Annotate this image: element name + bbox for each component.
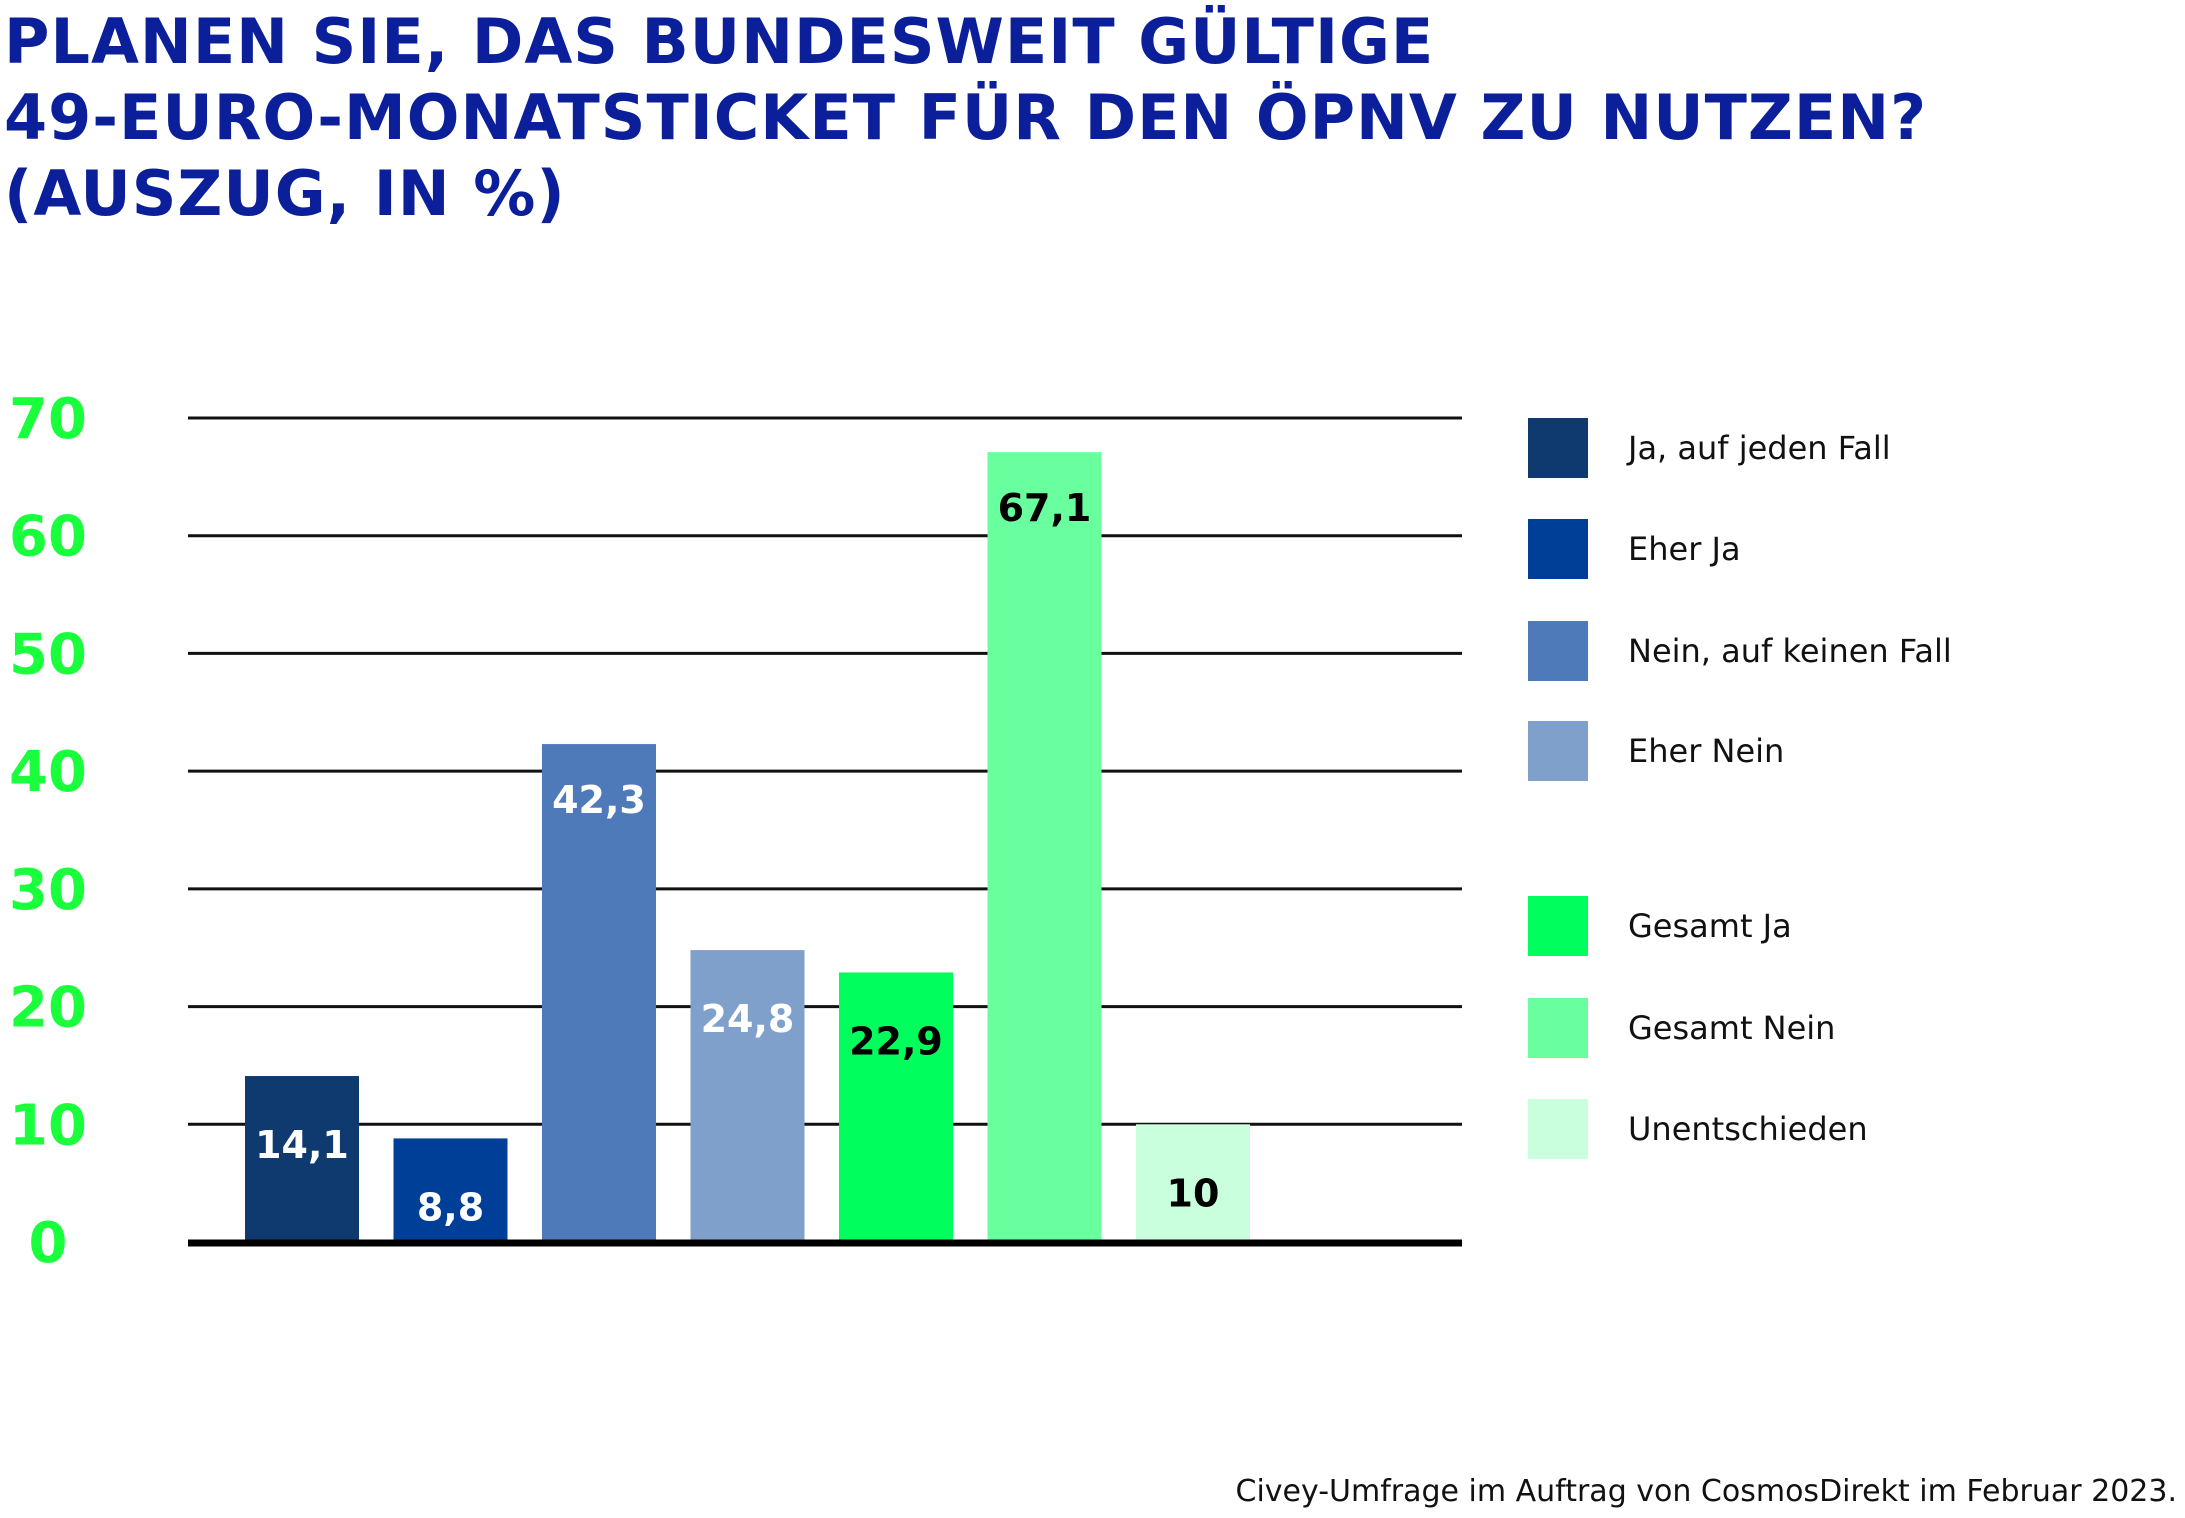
y-tick-70: 70 (9, 387, 87, 452)
y-axis-ticks: 0 10 20 30 40 50 60 70 (9, 387, 87, 1276)
bar-2 (393, 1138, 508, 1242)
legend-item-3: Nein, auf keinen Fall (1528, 621, 2168, 681)
legend-label: Ja, auf jeden Fall (1628, 429, 1891, 467)
legend-item-2: Eher Ja (1528, 519, 2168, 579)
y-tick-20: 20 (9, 976, 87, 1041)
bar-label-7: 10 (1167, 1171, 1220, 1215)
legend-label: Nein, auf keinen Fall (1628, 632, 1952, 670)
gridlines (188, 416, 1462, 1126)
legend-label: Eher Ja (1628, 530, 1741, 568)
y-tick-0: 0 (29, 1211, 68, 1276)
bar-5 (839, 972, 953, 1242)
bar-value-labels: 14,1 8,8 42,3 24,8 22,9 67,1 10 (255, 486, 1219, 1229)
bar-label-1: 14,1 (255, 1123, 349, 1167)
legend-swatch (1528, 1099, 1588, 1159)
legend-item-7: Unentschieden (1528, 1099, 2168, 1159)
chart-title: PLANEN SIE, DAS BUNDESWEIT GÜLTIGE 49-EU… (4, 4, 1927, 232)
bar-label-3: 42,3 (552, 778, 646, 822)
bar-7 (1136, 1124, 1250, 1242)
legend-swatch (1528, 418, 1588, 478)
bar-label-4: 24,8 (701, 997, 795, 1041)
y-tick-40: 40 (9, 740, 87, 805)
y-tick-50: 50 (9, 622, 87, 687)
bar-1 (245, 1076, 359, 1242)
legend-swatch (1528, 998, 1588, 1058)
legend-label: Unentschieden (1628, 1110, 1868, 1148)
chart-title-line-2: 49-EURO-MONATSTICKET FÜR DEN ÖPNV ZU NUT… (4, 81, 1928, 154)
bars (245, 452, 1250, 1242)
y-tick-10: 10 (9, 1093, 87, 1158)
legend: Ja, auf jeden Fall Eher Ja Nein, auf keine… (1528, 418, 2168, 1178)
legend-swatch (1528, 519, 1588, 579)
bar-3 (542, 744, 656, 1242)
legend-label: Gesamt Nein (1628, 1009, 1836, 1047)
legend-item-4: Eher Nein (1528, 721, 2168, 781)
chart-title-line-1: PLANEN SIE, DAS BUNDESWEIT GÜLTIGE (4, 5, 1435, 78)
y-tick-60: 60 (9, 505, 87, 570)
legend-item-1: Ja, auf jeden Fall (1528, 418, 2168, 478)
y-tick-30: 30 (9, 858, 87, 923)
legend-item-6: Gesamt Nein (1528, 998, 2168, 1058)
legend-swatch (1528, 721, 1588, 781)
bar-label-5: 22,9 (849, 1019, 943, 1063)
chart-title-line-3: (AUSZUG, IN %) (4, 157, 566, 230)
legend-swatch (1528, 621, 1588, 681)
legend-label: Eher Nein (1628, 732, 1785, 770)
bar-4 (690, 950, 805, 1242)
legend-label: Gesamt Ja (1628, 907, 1792, 945)
bar-label-6: 67,1 (998, 486, 1092, 530)
bar-6 (987, 452, 1102, 1242)
bar-label-2: 8,8 (417, 1185, 484, 1229)
legend-item-5: Gesamt Ja (1528, 896, 2168, 956)
source-note: Civey-Umfrage im Auftrag von CosmosDirek… (1235, 1474, 2178, 1509)
legend-swatch (1528, 896, 1588, 956)
